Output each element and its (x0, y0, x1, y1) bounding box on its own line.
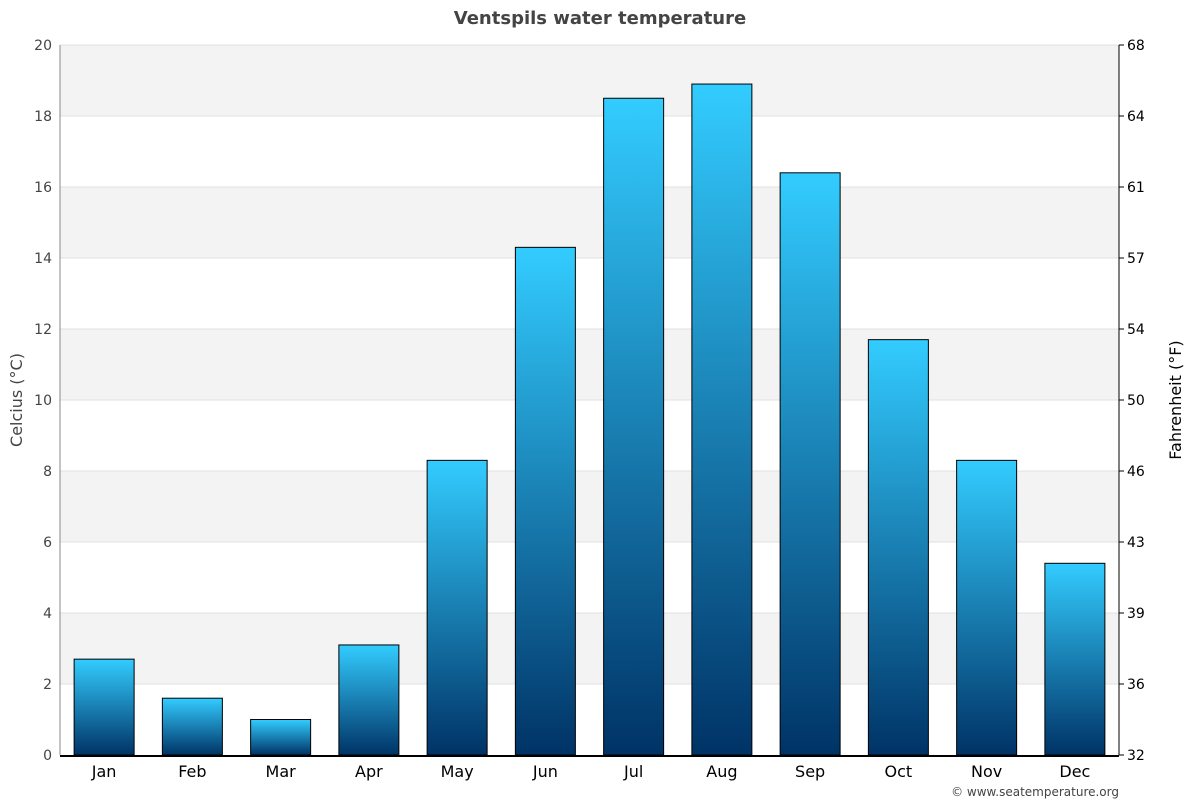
bar-apr (338, 644, 400, 756)
y-tick-label-right: 54 (1127, 322, 1145, 338)
bar-oct (867, 339, 929, 756)
y-tick-label-right: 46 (1127, 464, 1145, 480)
x-tick-label: May (441, 762, 474, 781)
y-tick-label-left: 2 (43, 677, 52, 693)
y-tick-label-left: 8 (43, 464, 52, 480)
y-tick-label-left: 4 (43, 606, 52, 622)
bar-aug (691, 83, 753, 756)
y-tick-label-right: 36 (1127, 677, 1145, 693)
grid-band (60, 329, 1119, 400)
bar-jun (514, 246, 576, 756)
grid-band (60, 471, 1119, 542)
y-tick-label-left: 20 (34, 38, 52, 54)
y-tick-label-right: 32 (1127, 748, 1145, 764)
y-tick-label-right: 50 (1127, 393, 1145, 409)
x-tick-label: Feb (178, 762, 206, 781)
bar-mar (250, 719, 312, 756)
x-tick-label: Jul (623, 762, 643, 781)
bar-nov (956, 459, 1018, 756)
x-tick-label: Oct (885, 762, 913, 781)
bar-jul (603, 97, 665, 756)
y-tick-label-right: 39 (1127, 606, 1145, 622)
y-tick-label-left: 0 (43, 748, 52, 764)
y-axis-label-left: Celcius (°C) (7, 353, 26, 447)
x-tick-label: Aug (706, 762, 737, 781)
y-tick-label-right: 61 (1127, 180, 1145, 196)
x-tick-label: Dec (1059, 762, 1090, 781)
x-tick-label: Jan (91, 762, 117, 781)
y-tick-label-left: 18 (34, 109, 52, 125)
y-tick-label-left: 14 (34, 251, 52, 267)
grid-band (60, 45, 1119, 116)
x-tick-label: Nov (971, 762, 1002, 781)
bar-feb (161, 697, 223, 756)
y-tick-label-right: 43 (1127, 535, 1145, 551)
y-tick-label-right: 68 (1127, 38, 1145, 54)
y-tick-label-left: 6 (43, 535, 52, 551)
grid-band (60, 613, 1119, 684)
x-tick-label: Mar (266, 762, 297, 781)
x-tick-label: Sep (795, 762, 825, 781)
y-tick-label-right: 57 (1127, 251, 1145, 267)
bar-jan (73, 658, 135, 756)
footer-credit[interactable]: © www.seatemperature.org (951, 785, 1119, 799)
x-tick-label: Jun (532, 762, 558, 781)
y-tick-label-left: 12 (34, 322, 52, 338)
y-tick-label-right: 64 (1127, 109, 1145, 125)
y-tick-label-left: 16 (34, 180, 52, 196)
y-tick-label-left: 10 (34, 393, 52, 409)
bar-sep (779, 172, 841, 756)
grid-band (60, 187, 1119, 258)
chart-title: Ventspils water temperature (454, 8, 746, 29)
x-tick-label: Apr (355, 762, 383, 781)
bar-may (426, 459, 488, 756)
y-axis-label-right: Fahrenheit (°F) (1166, 340, 1185, 459)
bar-dec (1044, 562, 1106, 756)
